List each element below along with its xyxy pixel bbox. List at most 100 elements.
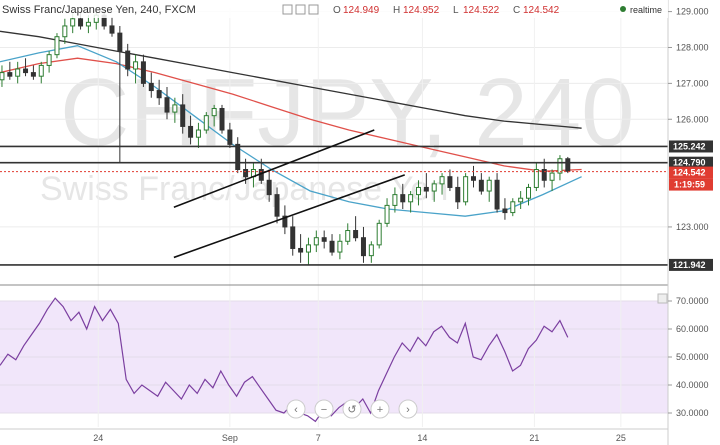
settings-icon[interactable] [282,4,293,15]
candle-body [54,36,60,56]
candle-body [392,194,398,206]
candle-body [415,186,421,196]
candle-body [164,97,170,113]
time-tick-label: 25 [616,433,626,443]
arrow-right-icon[interactable] [398,399,418,419]
time-axis: 24 Sep 7 14 21 25 [93,433,626,443]
close-icon[interactable] [308,4,319,15]
candle-body [0,72,5,81]
candle-body [423,186,429,192]
candle-body [408,194,414,203]
realtime-label: realtime [630,5,662,15]
time-tick-label: 7 [316,433,321,443]
rsi-tick-label: 30.0000 [676,408,709,418]
candles [0,9,571,265]
ohlc-value: 124.949 [343,5,380,16]
rsi-axis: 70.0000 60.0000 50.0000 40.0000 30.0000 [668,296,709,418]
candle-body [109,25,115,34]
candle-body [353,230,359,239]
zoom-out-icon[interactable] [314,399,334,419]
price-tag-label: 124.790 [673,158,706,168]
candle-body [188,125,194,138]
trendline [173,129,375,208]
candle-body [494,179,500,210]
ohlc-label: O [333,5,341,16]
rsi-tick-label: 60.0000 [676,324,709,334]
candle-body [510,201,516,214]
candle-body [478,179,484,192]
candle-body [85,21,91,27]
candle-body [321,237,327,242]
moving-averages [0,30,582,217]
countdown-tag [669,178,713,191]
candle-body [290,226,296,249]
candle-body [203,115,209,131]
moving-average-line [0,45,582,217]
price-tag [669,258,713,271]
trendlines [173,129,405,259]
candle-body [125,50,131,70]
candle-body [439,176,445,185]
countdown-label: 1:19:59 [674,180,705,190]
candle-body [376,222,382,246]
ohlc-label: C [513,5,520,16]
hide-icon[interactable] [295,4,306,15]
rsi-settings-icon[interactable] [657,293,668,304]
toolbar: ‹ − ↺ + › [286,399,418,419]
price-tick-label: 129.000 [676,7,709,17]
candle-body [195,129,201,138]
price-tick-label: 127.000 [676,78,709,88]
reset-icon[interactable] [342,399,362,419]
chart-title: Swiss Franc/Japanese Yen, 240, FXCM [2,4,196,16]
candle-body [235,143,241,171]
candle-body [78,18,84,27]
candle-body [266,179,272,196]
horizontal-levels [0,145,668,266]
candle-body [384,204,390,224]
candle-body [23,68,29,74]
candle-body [62,25,68,38]
ohlc-label: L [453,5,459,16]
candle-body [565,158,571,172]
candle-body [30,72,36,77]
reset-icon-glyph: ↺ [347,404,356,416]
candle-body [243,169,249,178]
candle-body [313,237,319,246]
price-tag [669,140,713,153]
price-tag [669,156,713,169]
candle-body [526,186,532,199]
candle-body [360,237,366,257]
candle-body [400,194,406,203]
zoom-in-icon-glyph: + [377,404,383,416]
candle-body [148,82,154,92]
candle-body [70,18,76,27]
candle-body [329,240,335,253]
zoom-in-icon[interactable] [370,399,390,419]
candle-body [7,72,13,77]
candle-body [117,32,123,52]
arrow-right-icon-glyph: › [406,404,410,416]
price-tag-label: 125.242 [673,141,706,151]
price-tag-label: 124.542 [673,168,706,178]
rsi-series-line [0,297,569,423]
candle-body [172,104,178,113]
candle-body [541,169,547,181]
ohlc-readout: O 124.949 H 124.952 L 124.522 C 124.542 [333,5,560,16]
moving-average-line [0,57,582,172]
price-tick-label: 126.000 [676,114,709,124]
candle-body [533,169,539,188]
time-tick-label: 21 [529,433,539,443]
candle-body [368,244,374,257]
candle-body [305,244,311,253]
arrow-left-icon[interactable] [286,399,306,419]
candle-body [486,179,492,192]
candle-body [227,129,233,145]
candle-body [502,208,508,214]
candle-body [274,194,280,217]
zoom-out-icon-glyph: − [321,404,327,416]
watermark-symbol: CHFJPY, 240 [60,59,635,166]
candle-body [133,61,139,70]
price-tag-label: 121.942 [673,260,706,270]
